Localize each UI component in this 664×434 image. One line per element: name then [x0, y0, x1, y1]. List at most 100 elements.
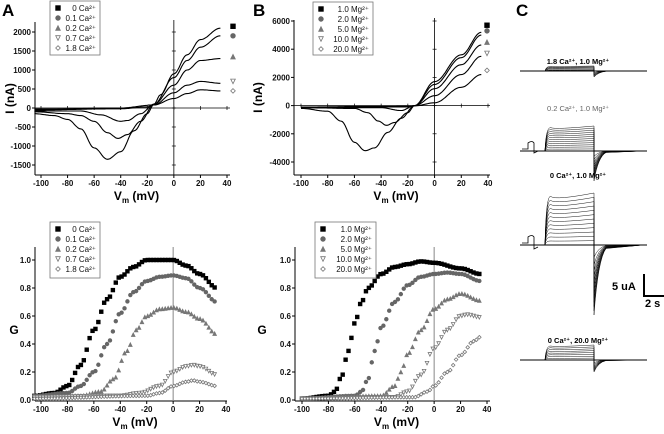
- data-point: [412, 378, 418, 384]
- data-point: [427, 352, 433, 358]
- data-point: [372, 278, 377, 284]
- data-point: [136, 324, 142, 330]
- y-tick-label: -4000: [270, 158, 291, 167]
- data-point: [148, 311, 154, 317]
- data-point: [383, 390, 389, 395]
- data-point: [104, 296, 110, 302]
- data-point: [101, 300, 107, 305]
- data-point: [168, 304, 174, 310]
- data-point: [459, 352, 465, 358]
- data-point: [200, 317, 206, 323]
- series-line: [34, 58, 221, 122]
- series-triangle-up: [301, 38, 490, 112]
- x-tick-label: 20: [456, 405, 465, 414]
- data-point: [366, 285, 372, 291]
- data-point: [471, 296, 476, 301]
- data-point: [139, 282, 145, 287]
- panel-label-b: B: [253, 1, 265, 20]
- current-trace: [544, 69, 644, 75]
- data-point: [174, 382, 180, 388]
- x-tick-label: 20: [457, 179, 466, 188]
- current-trace: [544, 356, 644, 366]
- current-trace: [544, 132, 644, 176]
- series-square: [299, 259, 482, 401]
- data-point: [468, 340, 473, 346]
- y-tick-label: 4000: [272, 45, 290, 54]
- x-tick-label: -40: [115, 405, 127, 414]
- series-circle: [299, 270, 482, 401]
- x-tick-label: -100: [33, 405, 50, 414]
- y-tick-label: -1500: [11, 161, 32, 170]
- data-point: [404, 352, 410, 358]
- data-point: [401, 286, 406, 291]
- data-point: [177, 381, 183, 387]
- x-axis-label-main: V: [373, 189, 381, 203]
- data-point: [101, 345, 107, 350]
- trace-title-3: 0 Ca²⁺, 1.0 Mg²⁺: [550, 171, 606, 180]
- x-tick-label: 0: [171, 405, 176, 414]
- x-tick-label: -100: [293, 179, 310, 188]
- series-triangle-down: [34, 78, 236, 111]
- data-point: [212, 372, 218, 378]
- data-point: [107, 338, 113, 343]
- data-point: [355, 314, 360, 320]
- data-point: [154, 384, 159, 390]
- data-point: [410, 384, 415, 390]
- chart-a-g: -100 -80 -60 -40 -20 0 20 40 0.0 0.2 0.4 0.6 0.8 1.0 V…: [9, 221, 231, 431]
- series-line: [301, 55, 482, 108]
- legend-marker: [55, 15, 61, 21]
- data-point: [139, 319, 145, 325]
- data-point: [159, 382, 165, 388]
- series-end-marker: [484, 28, 490, 34]
- x-tick-label: -80: [322, 179, 334, 188]
- series-square: [34, 23, 236, 160]
- data-point: [395, 297, 401, 302]
- data-point: [67, 382, 72, 388]
- data-point: [192, 268, 197, 274]
- data-point: [145, 388, 151, 394]
- data-point: [127, 341, 133, 347]
- data-point: [113, 374, 119, 380]
- x-axis-label: Vm (mV): [114, 189, 159, 205]
- data-point: [392, 383, 398, 388]
- data-point: [421, 368, 427, 374]
- x-tick-label: -80: [62, 405, 74, 414]
- series-end-marker: [230, 23, 236, 29]
- data-point: [387, 308, 392, 313]
- current-trace: [544, 125, 644, 182]
- data-point: [212, 383, 218, 389]
- data-point: [165, 305, 171, 311]
- y-axis-label: G: [257, 323, 266, 337]
- data-point: [413, 277, 418, 283]
- chart-b-iv: -100 -80 -60 -40 -20 0 20 40 -4000 -2000 0 2000 4000…: [251, 1, 493, 205]
- data-point: [436, 303, 442, 309]
- data-point: [415, 329, 421, 335]
- data-point: [433, 345, 439, 351]
- data-point: [110, 287, 116, 293]
- x-axis-label: Vm (mV): [374, 415, 419, 429]
- current-trace: [544, 192, 644, 316]
- data-point: [171, 369, 177, 375]
- data-point: [474, 337, 479, 343]
- trace-set-3: [520, 192, 647, 316]
- legend-marker: [320, 266, 326, 272]
- current-trace: [544, 227, 644, 278]
- y-tick-label: 0.2: [280, 368, 292, 377]
- legend: 1.0 Mg²⁺2.0 Mg²⁺5.0 Mg²⁺10.0 Mg²⁺20.0 Mg…: [314, 221, 377, 279]
- current-trace: [544, 352, 644, 369]
- current-trace: [544, 146, 644, 161]
- current-trace: [544, 144, 644, 163]
- legend-label: 0.2 Ca²⁺: [66, 24, 96, 33]
- data-point: [203, 290, 209, 295]
- series-line: [301, 74, 482, 108]
- legend: 0 Ca²⁺0.1 Ca²⁺0.2 Ca²⁺0.7 Ca²⁺1.8 Ca²⁺: [49, 0, 101, 56]
- legend-label: 0 Ca²⁺: [72, 225, 96, 234]
- legend-marker: [320, 226, 326, 232]
- legend-label: 0.7 Ca²⁺: [66, 255, 96, 264]
- data-point: [436, 380, 442, 385]
- x-tick-label: 40: [483, 405, 492, 414]
- trace-title-1: 1.8 Ca²⁺, 1.0 Mg²⁺: [547, 57, 610, 66]
- x-tick-label: -20: [402, 179, 414, 188]
- data-point: [465, 292, 471, 298]
- x-tick-label: -100: [33, 179, 50, 188]
